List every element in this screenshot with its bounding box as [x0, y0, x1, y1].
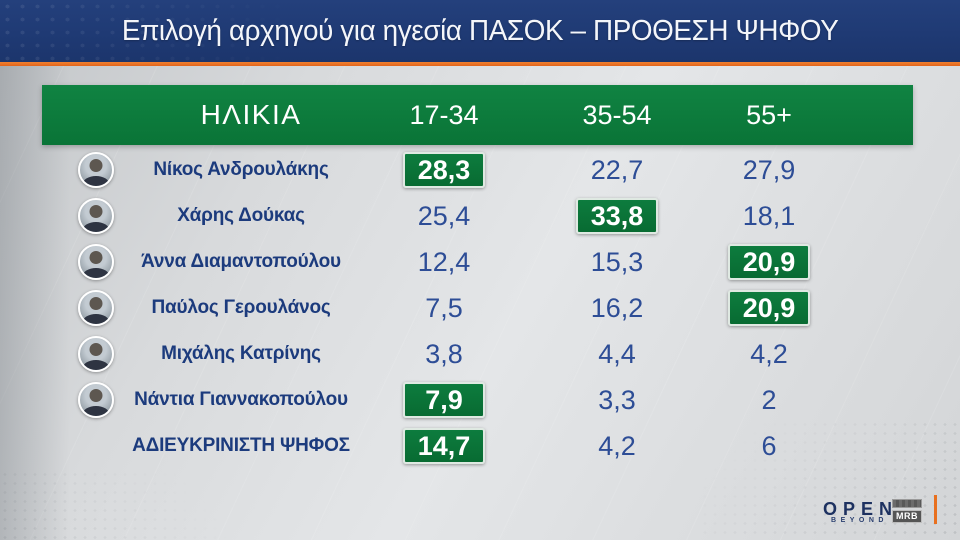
value-17-34: 25,4	[417, 200, 471, 231]
value-35-54: 22,7	[590, 154, 644, 185]
orange-accent-bar	[934, 495, 937, 524]
value-55plus: 20,9	[698, 244, 840, 280]
table-header: ΗΛΙΚΙΑ 17-34 35-54 55+	[42, 85, 913, 145]
value-17-34: 3,8	[425, 338, 463, 369]
dots-pattern	[0, 0, 340, 62]
candidate-photo	[78, 336, 114, 372]
table-row: ΑΔΙΕΥΚΡΙΝΙΣΤΗ ΨΗΦΟΣ 14,7 4,2 6	[42, 423, 913, 469]
table-row: Χάρης Δούκας 25,4 33,8 18,1	[42, 193, 913, 239]
value-55plus: 2	[761, 384, 777, 415]
page-title: Επιλογή αρχηγού για ηγεσία ΠΑΣΟΚ – ΠΡΟΘΕ…	[121, 14, 839, 47]
orange-divider	[0, 62, 960, 66]
value-55plus: 27,9	[742, 154, 796, 185]
mrb-logo-stripes	[892, 499, 922, 508]
table-row: Νίκος Ανδρουλάκης 28,3 22,7 27,9	[42, 147, 913, 193]
value-17-34: 28,3	[352, 152, 536, 188]
table-row: Άννα Διαμαντοπούλου 12,4 15,3 20,9	[42, 239, 913, 285]
header-col-35-54: 35-54	[582, 99, 652, 130]
value-35-54: 3,3	[598, 384, 636, 415]
title-bar: Επιλογή αρχηγού για ηγεσία ΠΑΣΟΚ – ΠΡΟΘΕ…	[0, 0, 960, 62]
value-55plus: 18,1	[742, 200, 796, 231]
open-logo-subtext: BEYOND	[831, 517, 888, 524]
mrb-pollster-logo: MRB	[892, 499, 922, 523]
header-age-label: ΗΛΙΚΙΑ	[200, 99, 302, 130]
value-35-54: 15,3	[590, 246, 644, 277]
value-35-54: 16,2	[590, 292, 644, 323]
table-row: Μιχάλης Κατρίνης 3,8 4,4 4,2	[42, 331, 913, 377]
candidate-name: Άννα Διαμαντοπούλου	[141, 251, 341, 272]
value-17-34: 14,7	[352, 428, 536, 464]
value-17-34: 12,4	[417, 246, 471, 277]
candidate-photo	[78, 152, 114, 188]
candidate-photo	[78, 244, 114, 280]
candidate-name: Χάρης Δούκας	[177, 205, 305, 226]
header-col-55plus: 55+	[746, 99, 792, 130]
speckle-pattern-bottom-left	[0, 470, 240, 540]
mrb-logo-text: MRB	[892, 510, 922, 523]
value-35-54: 4,2	[598, 430, 636, 461]
header-col-17-34: 17-34	[409, 99, 479, 130]
value-55plus: 4,2	[750, 338, 788, 369]
candidate-name: Παύλος Γερουλάνος	[151, 297, 331, 318]
value-35-54: 4,4	[598, 338, 636, 369]
value-55plus: 20,9	[698, 290, 840, 326]
value-55plus: 6	[761, 430, 777, 461]
candidate-photo	[78, 290, 114, 326]
candidate-name: ΑΔΙΕΥΚΡΙΝΙΣΤΗ ΨΗΦΟΣ	[132, 435, 350, 456]
value-35-54: 33,8	[536, 198, 698, 234]
open-logo-text: OPEN	[822, 499, 898, 519]
table-body: Νίκος Ανδρουλάκης 28,3 22,7 27,9 Χάρης Δ…	[42, 147, 913, 469]
table-row: Παύλος Γερουλάνος 7,5 16,2 20,9	[42, 285, 913, 331]
value-17-34: 7,9	[352, 382, 536, 418]
candidate-photo	[78, 382, 114, 418]
poll-table: ΗΛΙΚΙΑ 17-34 35-54 55+ Νίκος Ανδρουλάκης…	[42, 85, 913, 469]
candidate-name: Νίκος Ανδρουλάκης	[153, 159, 329, 180]
table-row: Νάντια Γιαννακοπούλου 7,9 3,3 2	[42, 377, 913, 423]
candidate-photo	[78, 198, 114, 234]
value-17-34: 7,5	[425, 292, 463, 323]
candidate-name: Μιχάλης Κατρίνης	[161, 343, 321, 364]
open-channel-logo: OPEN BEYOND	[817, 499, 898, 524]
candidate-name: Νάντια Γιαννακοπούλου	[134, 389, 348, 410]
